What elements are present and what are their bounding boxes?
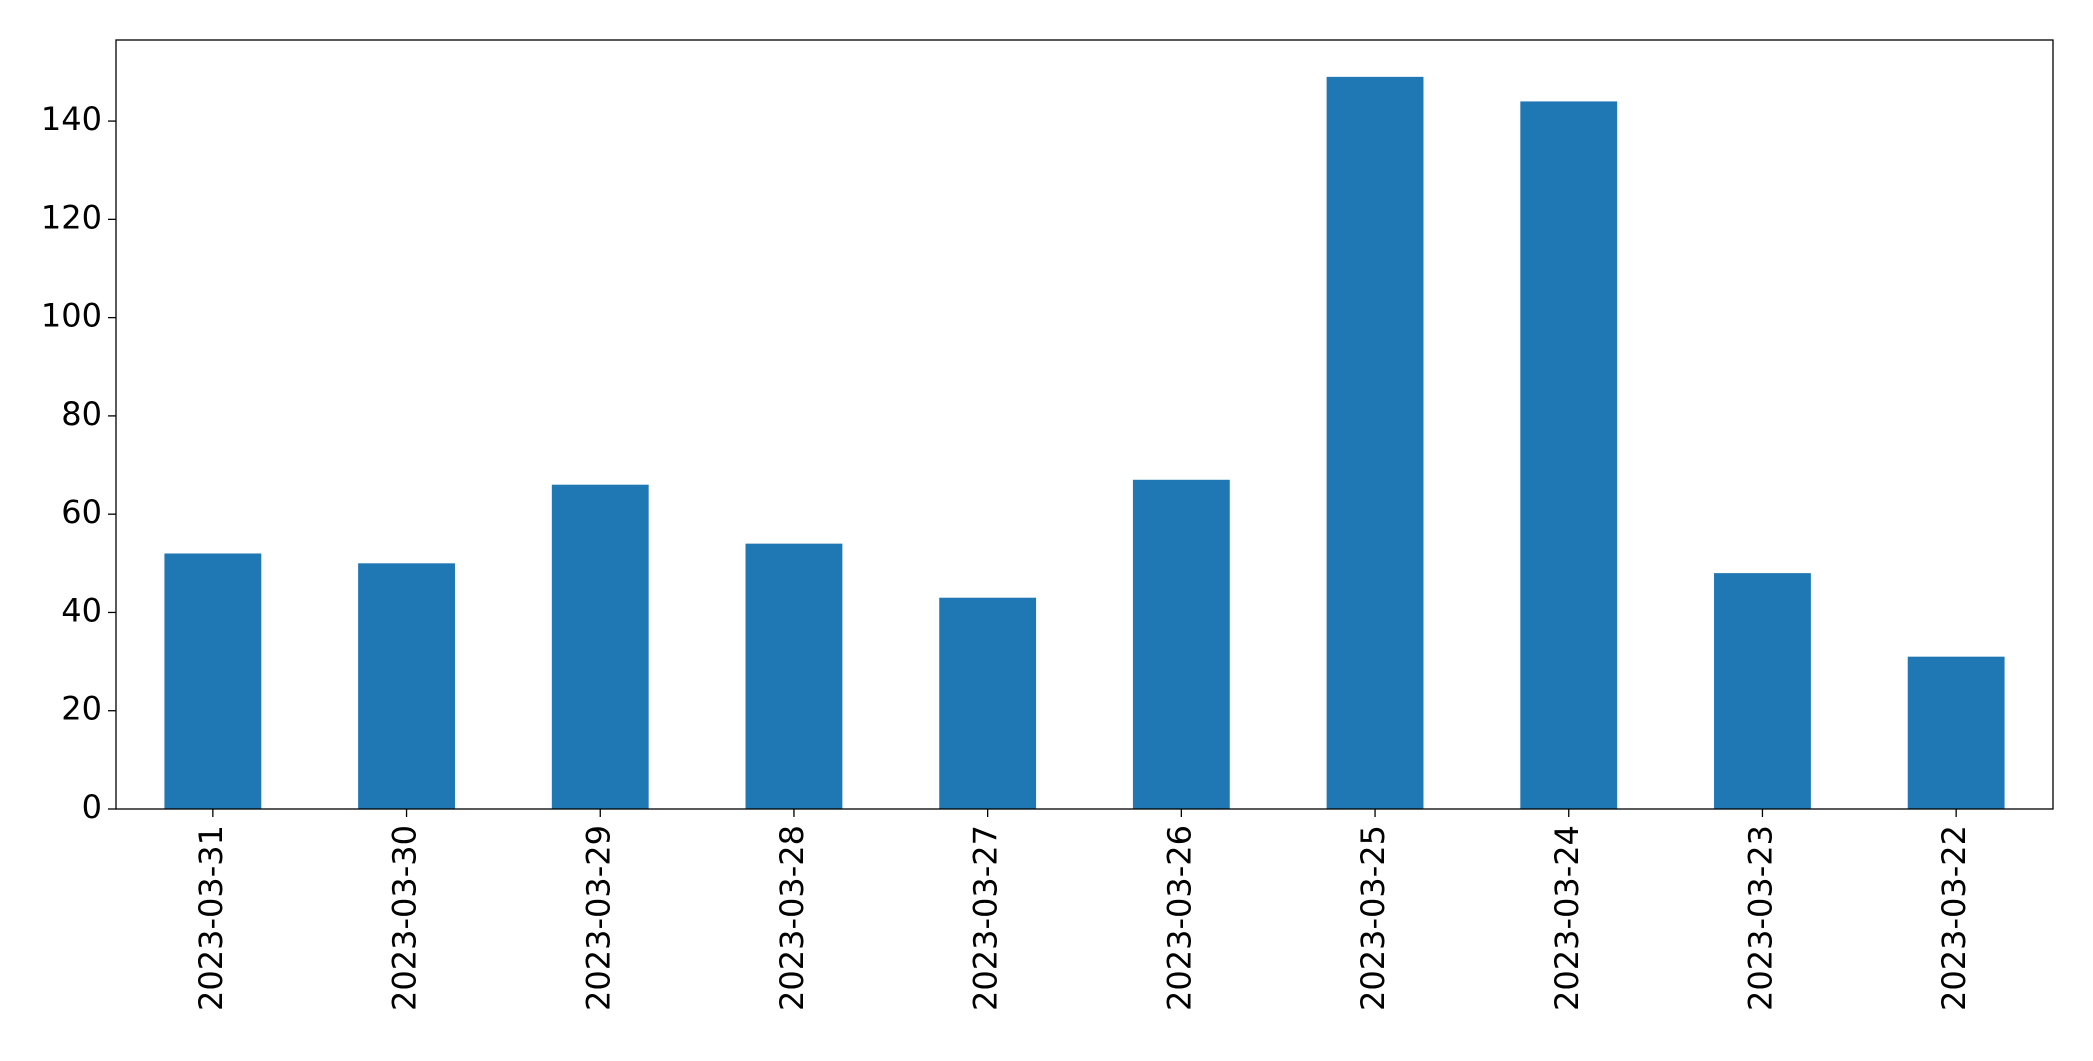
bar	[164, 553, 262, 809]
x-tick-label: 2023-03-31	[192, 825, 230, 1011]
bar	[1714, 573, 1811, 809]
x-tick-label: 2023-03-24	[1548, 825, 1586, 1011]
bar	[551, 484, 649, 809]
x-tick-label: 2023-03-26	[1160, 825, 1198, 1011]
x-tick-label: 2023-03-28	[773, 825, 811, 1011]
y-tick-label: 0	[82, 788, 102, 826]
x-tick-label: 2023-03-25	[1354, 825, 1392, 1011]
bar	[745, 543, 843, 809]
bar	[1132, 479, 1230, 809]
x-tick-label: 2023-03-30	[386, 825, 424, 1011]
bar	[1907, 656, 2005, 809]
y-tick-label: 20	[61, 690, 102, 728]
y-tick-label: 140	[41, 100, 102, 138]
bar	[1326, 76, 1424, 810]
plot-frame	[115, 39, 2054, 810]
y-tick-label: 40	[61, 591, 102, 629]
bar	[939, 597, 1037, 809]
x-tick-label: 2023-03-29	[579, 825, 617, 1011]
bar	[358, 563, 455, 809]
x-tick-label: 2023-03-23	[1741, 825, 1779, 1011]
bar	[1520, 101, 1618, 809]
x-tick-label: 2023-03-22	[1935, 825, 1973, 1011]
y-tick-label: 100	[41, 297, 102, 335]
y-tick-label: 80	[61, 395, 102, 433]
y-tick-label: 120	[41, 198, 102, 236]
y-tick-label: 60	[61, 493, 102, 531]
x-tick-label: 2023-03-27	[967, 825, 1005, 1011]
